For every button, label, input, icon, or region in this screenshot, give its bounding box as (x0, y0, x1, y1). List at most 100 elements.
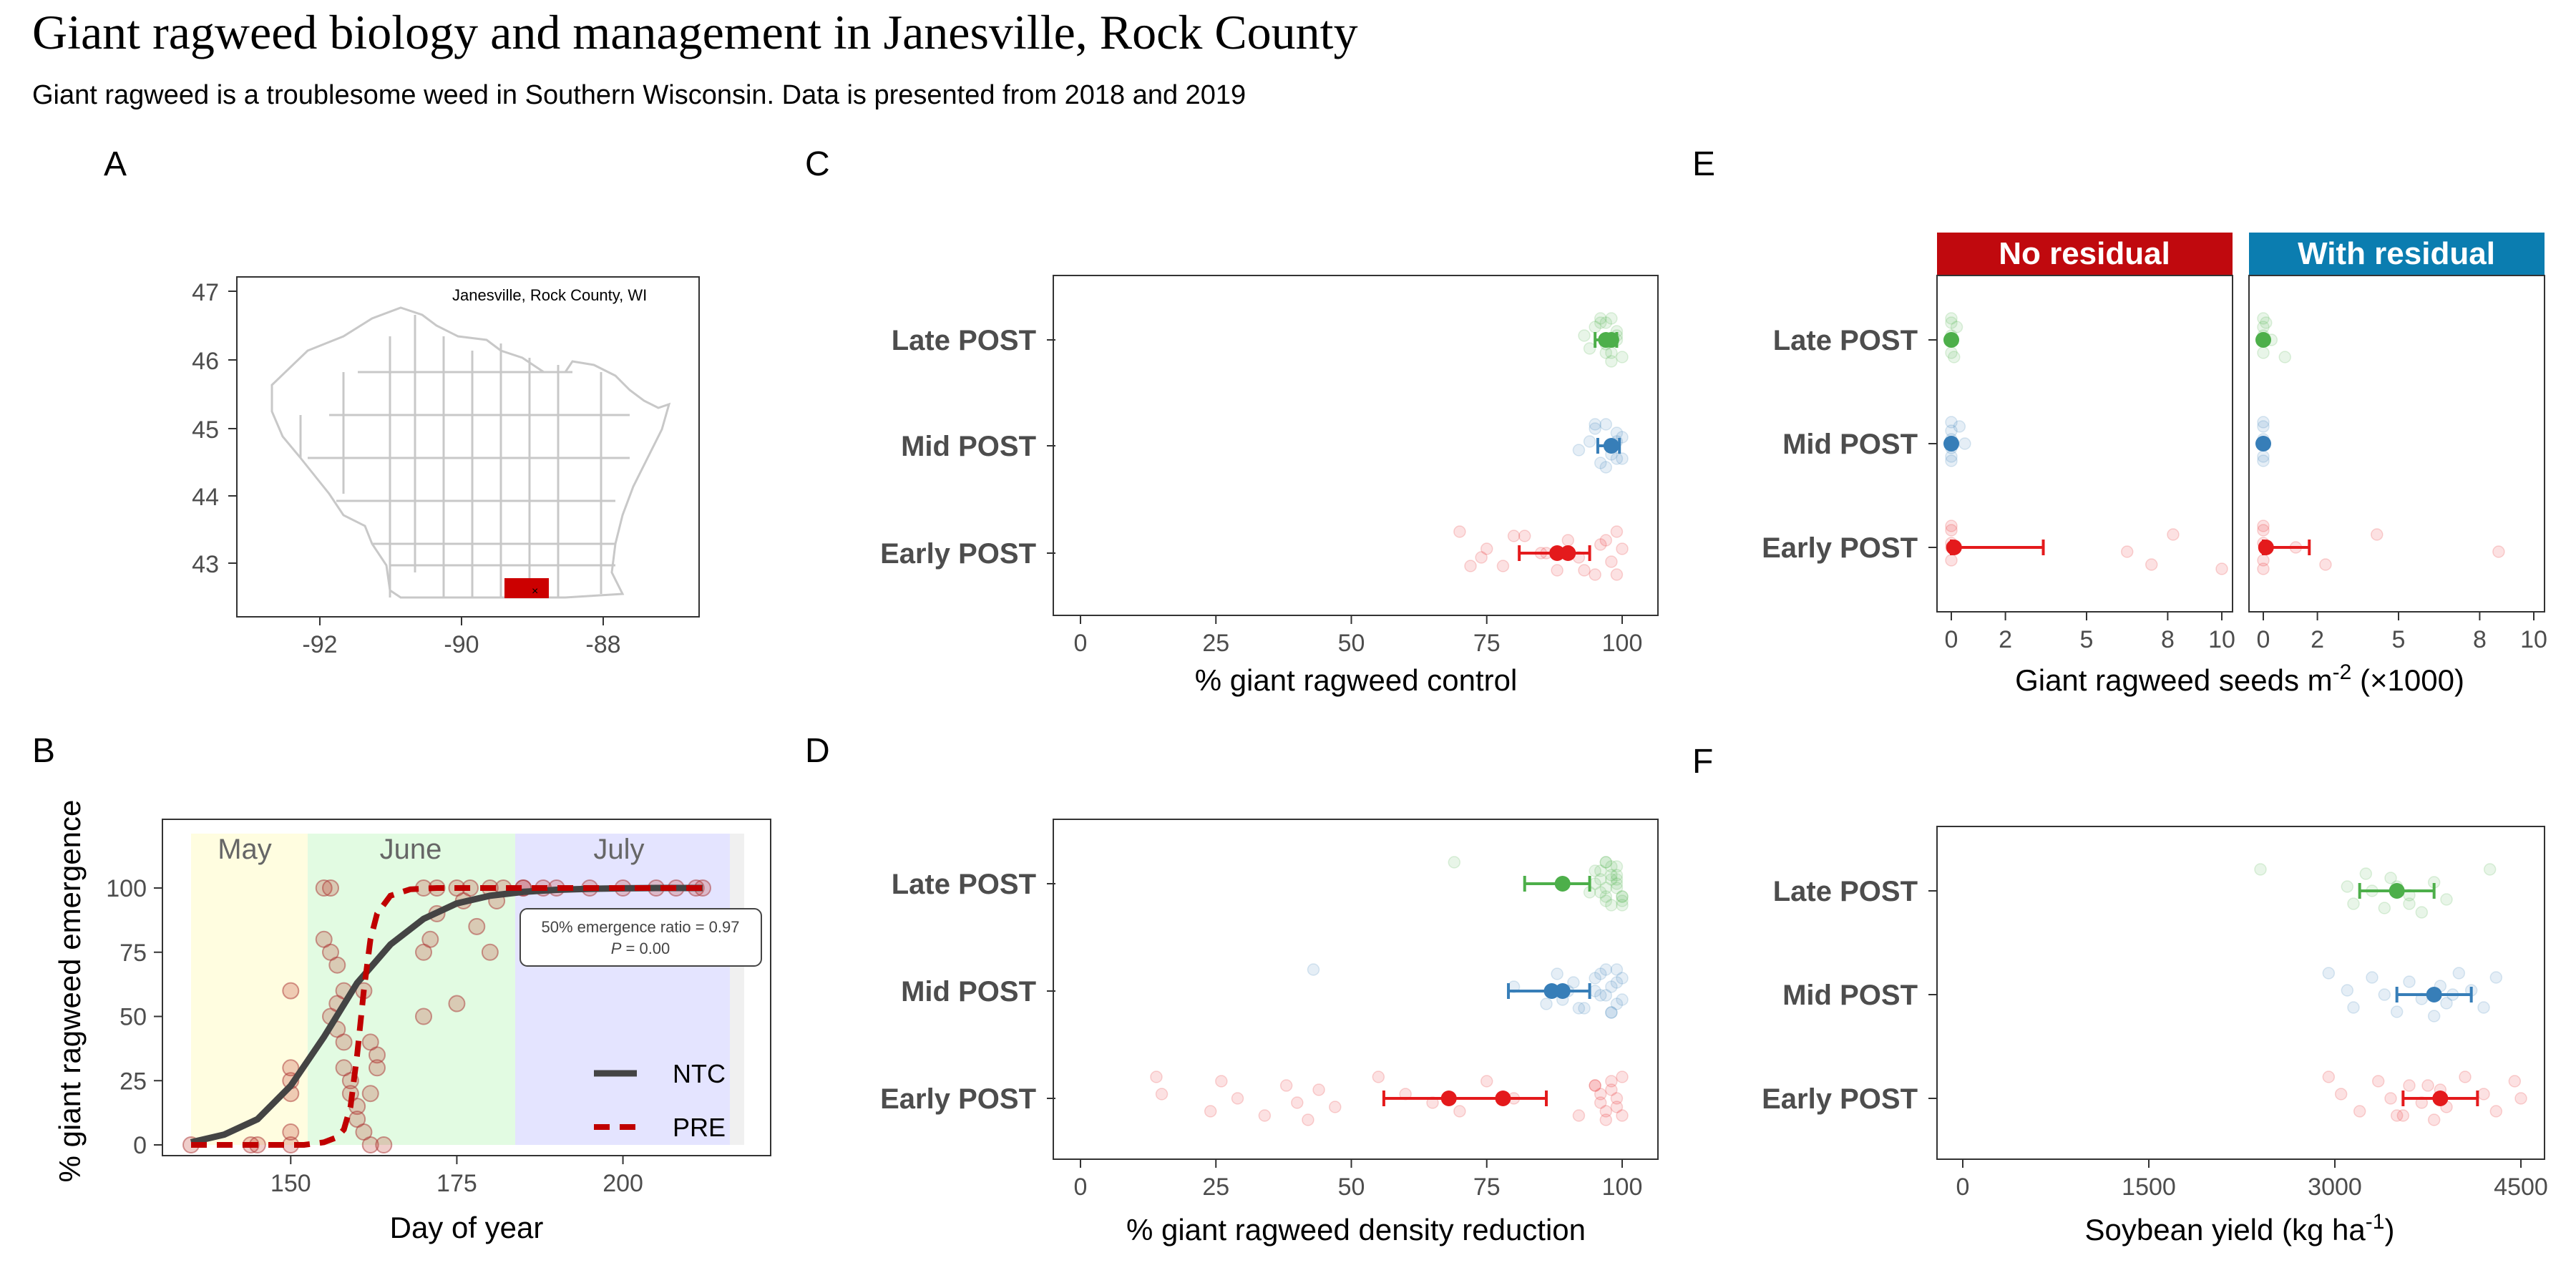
raw-point (1578, 564, 1591, 577)
y-tick-b: 75 (119, 940, 147, 967)
raw-point (1594, 538, 1607, 551)
raw-point (1616, 890, 1629, 903)
raw-point (2319, 558, 2332, 571)
raw-point (1583, 342, 1596, 355)
raw-point (1372, 1070, 1385, 1083)
raw-point (1599, 989, 1613, 1002)
map-x-tick: -92 (302, 631, 337, 658)
mean-point (2426, 987, 2442, 1002)
emergence-point (448, 995, 466, 1013)
panel-c-control: Late POST Mid POST Early POST 0 25 50 75 100 % … (880, 275, 1659, 697)
raw-point (2378, 902, 2391, 914)
raw-point (2257, 420, 2270, 433)
ntc-curve (190, 884, 703, 1146)
mean-point (1943, 436, 1959, 452)
timing-label: Mid POST (1782, 429, 1918, 460)
month-label-july: July (593, 834, 644, 865)
raw-point (1155, 1088, 1169, 1101)
raw-point (1610, 568, 1624, 581)
raw-point (1329, 1101, 1342, 1113)
mean-point (2255, 332, 2271, 348)
raw-point (2341, 984, 2354, 997)
facet-label-with-residual: With residual (2298, 236, 2495, 271)
x-tick: 0 (2257, 626, 2270, 653)
plot-frame-e-right (2248, 275, 2545, 613)
mean-point (2432, 1091, 2449, 1106)
x-tick: 50 (1338, 630, 1365, 657)
raw-point (1605, 869, 1618, 882)
annotation-box: 50% emergence ratio = 0.97 P = 0.00 (519, 908, 762, 967)
raw-point (1594, 312, 1607, 325)
raw-point (1594, 864, 1607, 877)
raw-point (2440, 893, 2453, 906)
raw-point (2396, 1109, 2410, 1122)
emergence-point (361, 1085, 379, 1103)
map-frame (236, 276, 700, 618)
panel-label-f: F (1692, 743, 1713, 781)
raw-point (1616, 972, 1629, 985)
panel-b-emergence: May June July 50% emergence ratio = 0.97… (53, 800, 771, 1244)
timing-label: Late POST (892, 869, 1036, 900)
density-marks: Late POST Mid POST Early POST 0 25 50 75 100 (880, 856, 1642, 1201)
raw-point (2145, 558, 2158, 571)
map-x-tick: -90 (444, 631, 479, 658)
legend-b: NTC PRE (594, 1059, 726, 1142)
x-tick: 0 (1074, 630, 1088, 657)
raw-point (1616, 993, 1629, 1006)
raw-point (1616, 1070, 1629, 1083)
x-tick: 75 (1473, 630, 1501, 657)
legend-ntc-label: NTC (673, 1059, 726, 1088)
timing-label: Early POST (880, 1083, 1036, 1115)
raw-point (1605, 355, 1618, 368)
raw-point (2347, 1001, 2360, 1014)
raw-point (1605, 980, 1618, 993)
x-axis-title-c: % giant ragweed control (1195, 663, 1518, 697)
panel-label-e: E (1692, 145, 1715, 183)
raw-point (1150, 1070, 1163, 1083)
raw-point (2390, 1005, 2404, 1018)
raw-point (2415, 906, 2429, 919)
mean-point (2258, 540, 2274, 555)
x-tick: 25 (1202, 1174, 1229, 1201)
control-marks: Late POST Mid POST Early POST 0 25 50 75 100 (880, 312, 1642, 657)
raw-point (2514, 1092, 2527, 1105)
raw-point (1945, 312, 1958, 325)
mean-point (1495, 1091, 1511, 1106)
raw-point (2477, 1001, 2490, 1014)
raw-point (1551, 564, 1563, 577)
raw-point (1958, 437, 1971, 450)
mean-point (1440, 1091, 1457, 1106)
panel-a-map: × Janesville, Rock County, WI 47 46 45 4… (192, 276, 700, 658)
post-band (730, 834, 744, 1145)
mean-point (1943, 332, 1959, 348)
annotation-box-frame (519, 908, 762, 967)
seeds-marks: Late POST Mid POST Early POST 0 2 5 8 10 0 2 5 8 10 (1762, 312, 2547, 653)
plot-frame-c (1053, 275, 1659, 616)
raw-point (1594, 967, 1607, 980)
raw-point (2260, 316, 2273, 329)
raw-point (1610, 869, 1624, 882)
x-tick: 0 (1945, 626, 1958, 653)
raw-point (1448, 856, 1461, 869)
raw-point (1453, 1105, 1466, 1118)
x-tick: 0 (1956, 1174, 1970, 1201)
raw-point (2278, 351, 2291, 364)
raw-point (2257, 519, 2270, 532)
raw-point (2167, 528, 2180, 541)
panel-label-b: B (32, 732, 55, 770)
raw-point (1610, 1101, 1624, 1113)
raw-point (2421, 1079, 2434, 1092)
raw-point (1599, 856, 1613, 869)
emergence-point (335, 1033, 353, 1051)
raw-point (2508, 1075, 2522, 1088)
emergence-point (415, 943, 432, 961)
raw-point (2257, 346, 2270, 359)
raw-point (1567, 976, 1580, 989)
plot-frame-e-left (1936, 275, 2233, 613)
timing-label: Early POST (1762, 1083, 1918, 1115)
panel-label-d: D (805, 732, 830, 770)
raw-point (1599, 316, 1613, 329)
raw-point (1561, 534, 1575, 547)
page-subtitle: Giant ragweed is a troublesome weed in S… (32, 80, 1246, 110)
rock-county-marker (504, 578, 549, 598)
